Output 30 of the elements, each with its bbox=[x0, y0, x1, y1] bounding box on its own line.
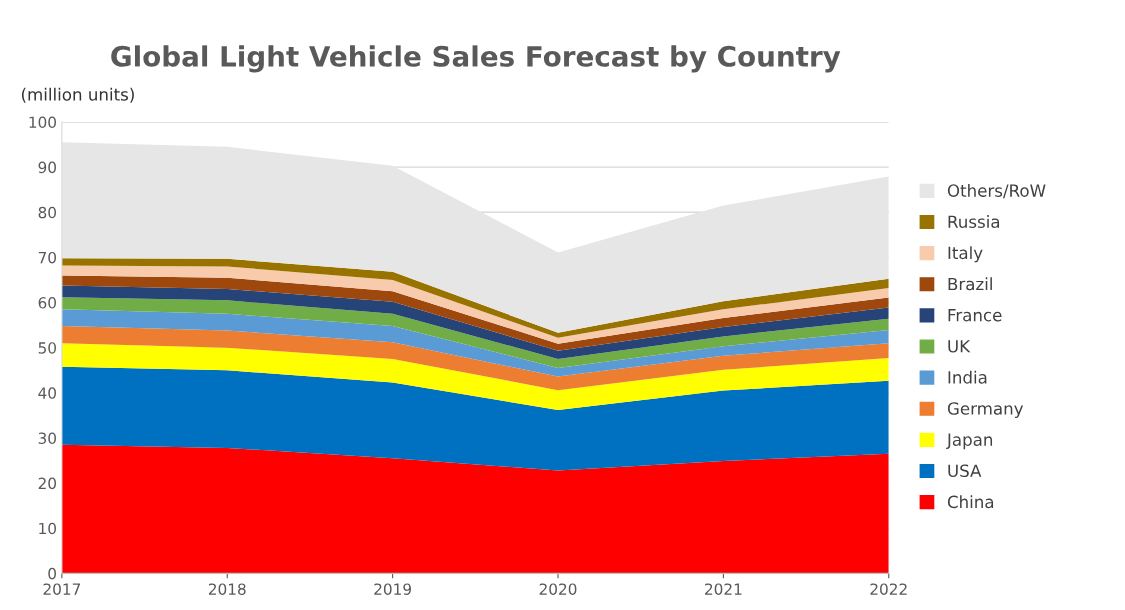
legend-label: France bbox=[948, 309, 1002, 322]
chart-title: Global Light Vehicle Sales Forecast by Country bbox=[111, 45, 841, 73]
y-tick-label: 50 bbox=[38, 342, 56, 354]
y-axis-title: (million units) bbox=[21, 87, 134, 103]
x-tick-label: 2019 bbox=[374, 583, 411, 595]
y-tick-label: 10 bbox=[39, 522, 56, 535]
legend-label: Brazil bbox=[948, 277, 992, 291]
x-tick-label: 2017 bbox=[43, 583, 81, 595]
legend-label: India bbox=[948, 370, 987, 384]
legend-label: Japan bbox=[946, 433, 993, 450]
y-tick-label: 40 bbox=[38, 387, 56, 399]
y-tick-label: 90 bbox=[38, 161, 56, 174]
y-tick-label: 20 bbox=[38, 477, 56, 490]
y-tick-label: 80 bbox=[38, 206, 56, 219]
y-tick-label: 0 bbox=[48, 567, 56, 580]
x-tick-label: 2020 bbox=[539, 583, 577, 595]
y-tick-label: 30 bbox=[38, 432, 56, 444]
legend-label: China bbox=[947, 495, 994, 509]
y-tick-label: 100 bbox=[29, 116, 56, 129]
legend-label: UK bbox=[948, 340, 971, 353]
legend-label: Germany bbox=[947, 402, 1024, 419]
x-tick-label: 2018 bbox=[208, 583, 246, 595]
y-tick-label: 70 bbox=[38, 251, 56, 264]
x-tick-label: 2021 bbox=[705, 583, 742, 595]
x-tick-label: 2022 bbox=[870, 583, 907, 595]
legend-label: USA bbox=[948, 464, 982, 478]
y-tick-label: 60 bbox=[38, 297, 56, 309]
legend-label: Italy bbox=[948, 246, 983, 263]
legend-label: Others/RoW bbox=[947, 183, 1046, 199]
legend-label: Russia bbox=[948, 215, 1000, 229]
